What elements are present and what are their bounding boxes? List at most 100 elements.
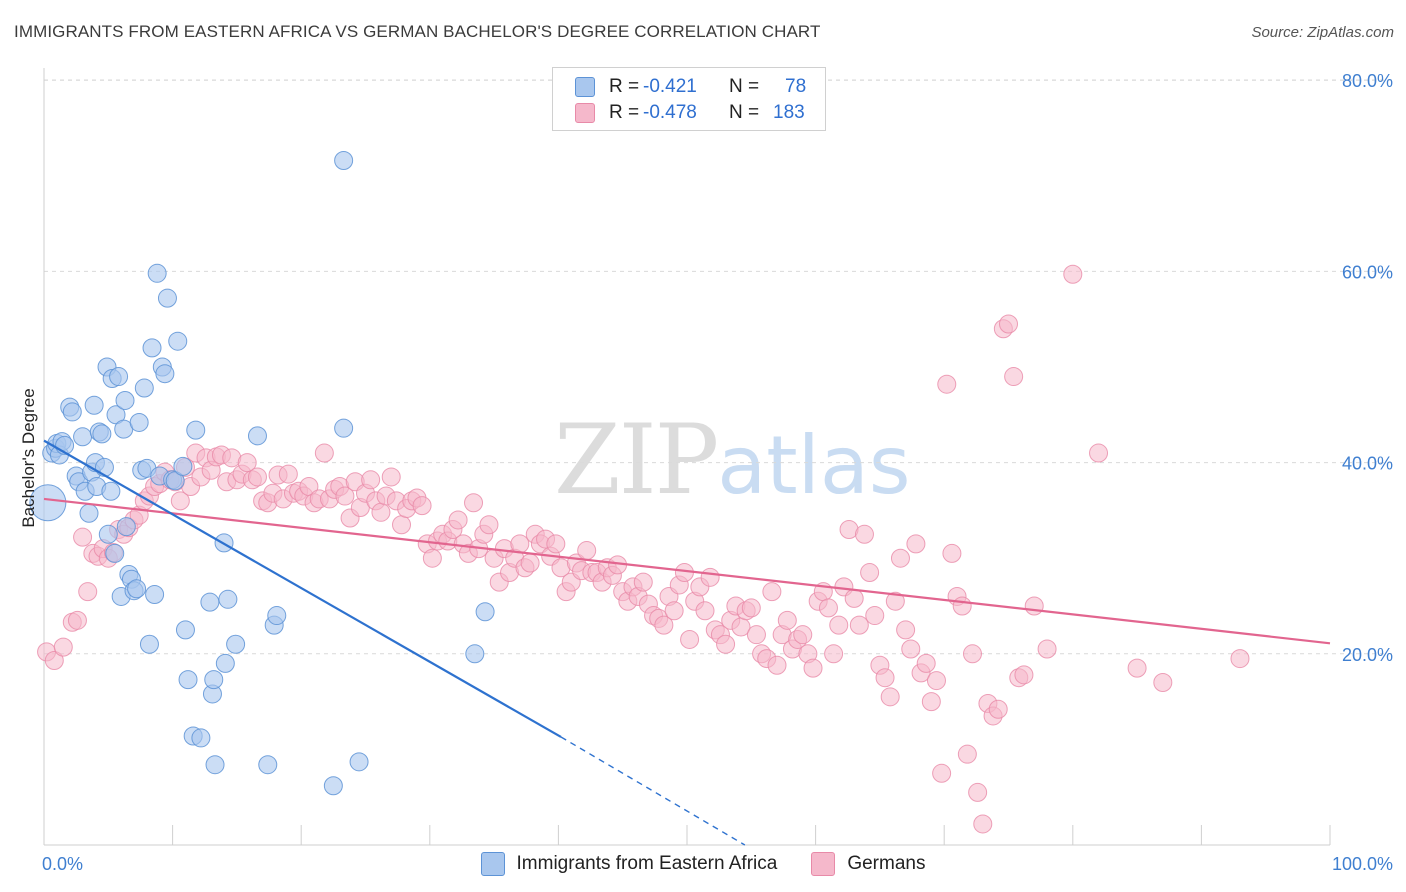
germans-point	[890, 548, 910, 568]
germans-point	[700, 567, 720, 587]
germans-point	[916, 653, 936, 673]
germans-point	[942, 543, 962, 563]
eastern-africa-point	[127, 579, 147, 599]
germans-point	[880, 687, 900, 707]
eastern-africa-point	[205, 755, 225, 775]
germans-point	[844, 588, 864, 608]
eastern-africa-point	[204, 670, 224, 690]
germans-point	[1063, 264, 1083, 284]
eastern-africa-point	[129, 412, 149, 432]
germans-point	[577, 541, 597, 561]
legend-n-label: N =	[729, 76, 760, 97]
germans-trend-line	[43, 497, 1331, 645]
eastern-africa-point	[142, 338, 162, 358]
germans-point	[1230, 649, 1250, 669]
germans-point	[335, 486, 355, 506]
eastern-africa-point	[84, 395, 104, 415]
watermark: ZIPatlas	[554, 404, 911, 516]
germans-point	[1153, 672, 1173, 692]
y-tick-label: 60.0%	[1342, 262, 1393, 282]
eastern-africa-point	[258, 755, 278, 775]
eastern-africa-point	[105, 543, 125, 563]
germans-point	[1127, 658, 1147, 678]
legend-item-germans[interactable]: Germans	[811, 852, 925, 876]
y-tick-label: 40.0%	[1342, 454, 1393, 474]
eastern-africa-point	[62, 402, 82, 422]
legend-swatch-pink	[811, 852, 836, 876]
eastern-africa-point	[215, 653, 235, 673]
germans-point	[906, 534, 926, 554]
germans-point	[464, 493, 484, 513]
germans-point	[371, 502, 391, 522]
y-tick-label: 20.0%	[1342, 645, 1393, 665]
germans-point	[44, 650, 64, 670]
eastern-africa-point	[349, 752, 369, 772]
legend-r-value: -0.421	[643, 76, 697, 97]
y-axis-label: Bachelor's Degree	[19, 388, 38, 527]
germans-point	[278, 464, 298, 484]
legend-item-eastern-africa[interactable]: Immigrants from Eastern Africa	[480, 852, 777, 876]
germans-point	[777, 610, 797, 630]
germans-point	[247, 467, 267, 487]
legend-r-value: -0.478	[643, 102, 697, 123]
germans-point	[901, 639, 921, 659]
germans-point	[921, 692, 941, 712]
germans-point	[952, 596, 972, 616]
legend-swatch-pink	[575, 103, 595, 123]
germans-point	[818, 598, 838, 618]
germans-point	[829, 615, 849, 635]
eastern-africa-point	[226, 634, 246, 654]
eastern-africa-point	[147, 263, 167, 283]
germans-point	[932, 763, 952, 783]
germans-point	[1004, 367, 1024, 387]
germans-point	[988, 699, 1008, 719]
watermark-atlas: atlas	[717, 419, 911, 512]
eastern-africa-point	[323, 776, 343, 796]
germans-point	[1089, 443, 1109, 463]
eastern-africa-point	[116, 517, 136, 537]
germans-point	[957, 744, 977, 764]
eastern-africa-point	[109, 367, 129, 387]
germans-point	[968, 782, 988, 802]
eastern-africa-point	[173, 456, 193, 476]
eastern-africa-point	[247, 426, 267, 446]
germans-point	[762, 582, 782, 602]
germans-point	[654, 615, 674, 635]
germans-point	[741, 598, 761, 618]
eastern-africa-trend-extension	[560, 736, 746, 846]
eastern-africa-point	[186, 420, 206, 440]
legend-label-germans: Germans	[847, 853, 926, 874]
germans-point	[716, 634, 736, 654]
germans-point	[381, 467, 401, 487]
germans-point	[78, 582, 98, 602]
germans-point	[392, 515, 412, 535]
germans-point	[314, 443, 334, 463]
source-label: Source: ZipAtlas.com	[1251, 24, 1394, 41]
legend-n-value: 183	[773, 102, 805, 123]
eastern-africa-point	[145, 585, 165, 605]
germans-point	[885, 591, 905, 611]
legend-swatch-blue	[575, 77, 595, 97]
eastern-africa-point	[94, 457, 114, 477]
eastern-africa-point	[155, 364, 175, 384]
trend-lines	[43, 439, 1331, 846]
eastern-africa-point	[29, 484, 67, 522]
germans-point	[962, 644, 982, 664]
eastern-africa-point	[200, 592, 220, 612]
germans-point	[860, 563, 880, 583]
germans-point	[546, 534, 566, 554]
germans-point	[1037, 639, 1057, 659]
eastern-africa-point	[101, 481, 121, 501]
germans-point	[926, 671, 946, 691]
legend-swatch-blue	[480, 852, 505, 876]
eastern-africa-point	[115, 390, 135, 410]
germans-point	[793, 625, 813, 645]
germans-point	[896, 620, 916, 640]
eastern-africa-point	[92, 424, 112, 444]
germans-point	[875, 668, 895, 688]
eastern-africa-point	[157, 288, 177, 308]
legend-n-value: 78	[785, 76, 807, 97]
eastern-africa-point	[465, 644, 485, 664]
germans-point	[680, 629, 700, 649]
germans-point	[824, 644, 844, 664]
